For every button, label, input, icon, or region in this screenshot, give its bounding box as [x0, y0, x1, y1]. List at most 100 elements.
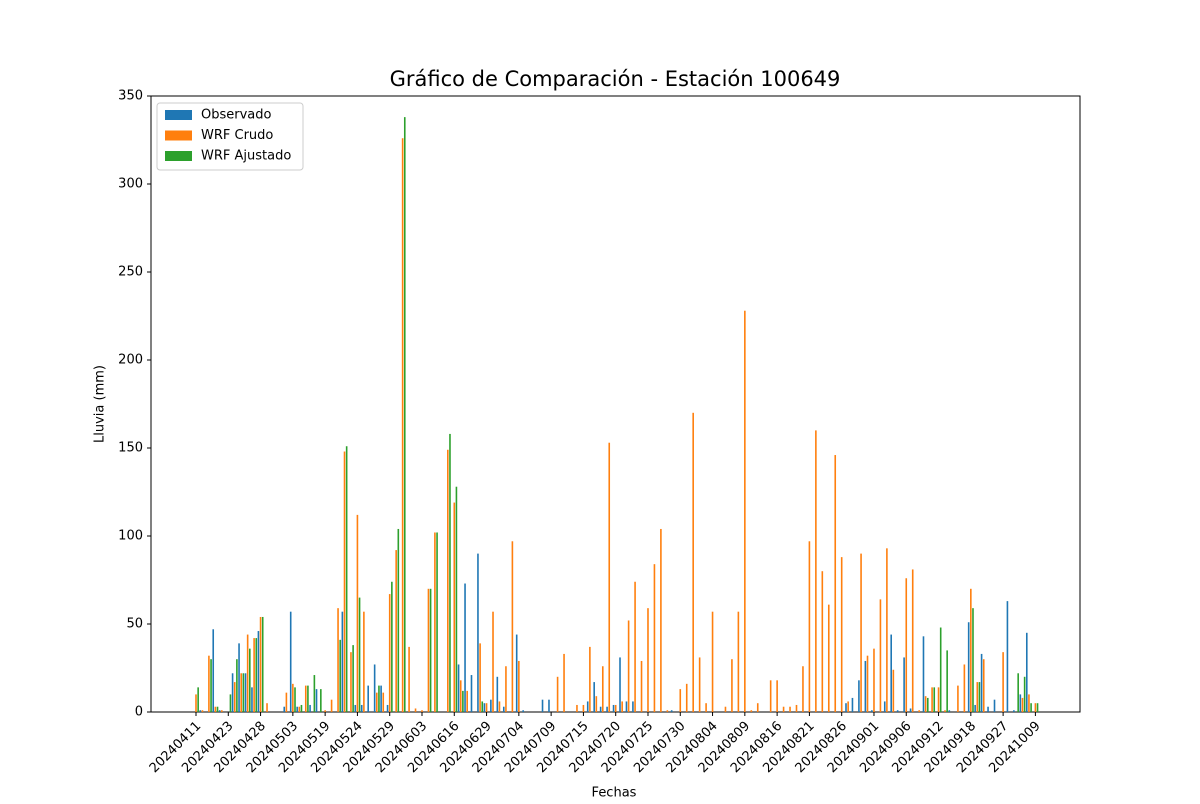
bar — [911, 569, 914, 712]
y-tick-label: 50 — [126, 617, 143, 632]
x-axis-label: Fechas — [592, 786, 637, 801]
bar — [679, 689, 682, 712]
y-axis-label: Lluvia (mm) — [93, 365, 108, 443]
bar — [434, 532, 436, 712]
bar — [382, 692, 385, 712]
bar — [309, 704, 311, 712]
bar — [483, 703, 486, 712]
bar — [447, 449, 449, 712]
bar — [926, 697, 929, 712]
bar — [1034, 703, 1037, 712]
bar — [208, 655, 210, 712]
bar — [670, 710, 673, 712]
bar — [634, 581, 636, 712]
bar — [367, 685, 369, 712]
bar — [1006, 601, 1009, 712]
bar — [556, 676, 559, 712]
bar — [896, 710, 899, 712]
bar — [845, 703, 847, 712]
bar — [462, 690, 464, 712]
bar — [498, 701, 501, 712]
bar — [918, 710, 920, 712]
bar — [477, 553, 479, 712]
bar — [948, 710, 951, 712]
bar — [931, 687, 933, 712]
bar — [201, 710, 204, 712]
bar — [692, 412, 694, 712]
bar — [341, 611, 344, 712]
bar — [924, 696, 927, 712]
bar — [847, 701, 849, 712]
bar — [421, 710, 423, 712]
bar — [944, 710, 946, 712]
bar — [518, 660, 520, 712]
bar — [599, 706, 602, 712]
bar — [210, 659, 212, 712]
bar — [886, 548, 888, 712]
bar — [324, 710, 326, 712]
bar — [769, 680, 772, 712]
bar — [621, 701, 623, 712]
bar — [815, 430, 817, 712]
bar — [283, 706, 286, 712]
legend-swatch — [165, 151, 192, 161]
bar — [229, 694, 232, 712]
bar — [864, 660, 867, 712]
bar — [345, 446, 348, 712]
bar — [505, 666, 507, 712]
bar — [464, 583, 466, 712]
bar — [1002, 652, 1004, 712]
y-tick-label: 100 — [118, 529, 143, 544]
bar — [197, 687, 199, 712]
bar — [313, 675, 316, 712]
bar — [563, 653, 565, 712]
bar — [470, 675, 473, 712]
bar — [1030, 703, 1032, 712]
bar — [978, 682, 981, 712]
bar — [647, 608, 649, 712]
bar — [625, 701, 628, 712]
bar — [957, 685, 959, 712]
bar — [242, 673, 245, 712]
bar — [619, 657, 621, 712]
bar — [453, 502, 456, 712]
bar — [259, 616, 262, 712]
bar — [1013, 710, 1015, 712]
bar — [851, 697, 854, 712]
bar — [436, 532, 438, 712]
bar — [352, 645, 354, 712]
bar — [216, 706, 219, 712]
bar — [296, 706, 298, 712]
bar — [315, 689, 318, 712]
bar — [304, 685, 307, 712]
bar — [711, 611, 714, 712]
bar — [987, 706, 989, 712]
bar — [360, 704, 363, 712]
bar — [492, 611, 494, 712]
bar — [1021, 697, 1024, 712]
legend-swatch — [165, 130, 192, 141]
bar — [612, 704, 615, 712]
bar — [1023, 676, 1026, 712]
bar — [479, 643, 481, 712]
bar — [937, 687, 940, 712]
bar — [289, 611, 292, 712]
bar — [195, 694, 197, 712]
bar — [776, 680, 778, 712]
bar — [397, 528, 400, 712]
bar — [356, 514, 359, 712]
bar — [233, 682, 236, 712]
bar — [320, 689, 322, 712]
legend-label: WRF Ajustado — [201, 149, 291, 164]
bar — [221, 710, 223, 712]
bar — [614, 704, 617, 712]
bar — [238, 643, 240, 712]
bar — [963, 664, 966, 712]
bar — [375, 692, 378, 712]
bar — [395, 550, 397, 712]
bar — [199, 710, 202, 712]
bar — [939, 627, 942, 712]
bar — [750, 710, 753, 712]
bar — [459, 680, 462, 712]
